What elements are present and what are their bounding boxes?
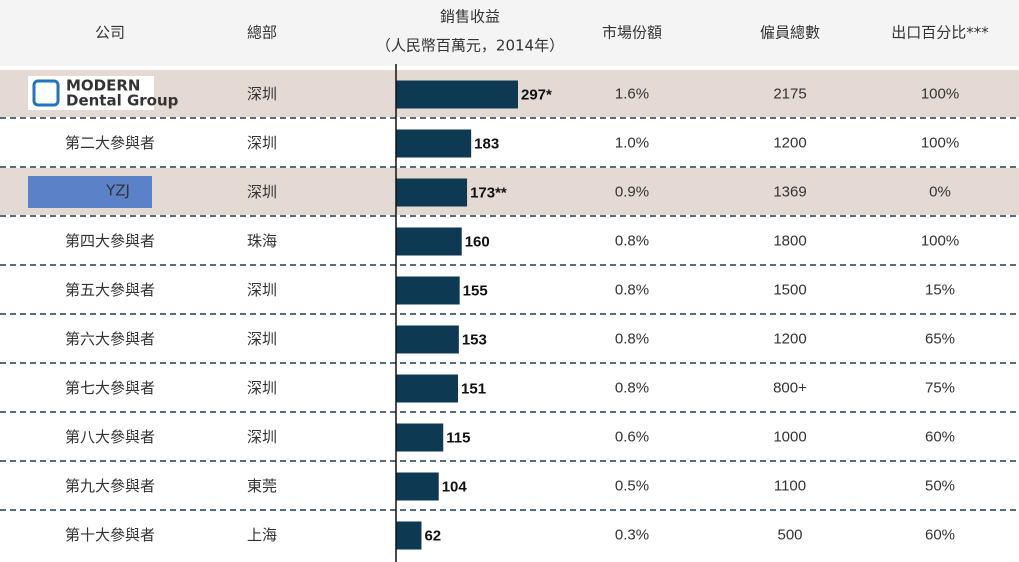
logo-icon: [32, 79, 60, 107]
export: 65%: [925, 330, 955, 347]
hq: 珠海: [247, 232, 277, 250]
hq: 深圳: [247, 183, 277, 201]
bar: [396, 325, 459, 354]
export: 100%: [921, 85, 959, 102]
hq: 深圳: [247, 134, 277, 152]
logo-text: Dental Group: [66, 92, 179, 110]
share: 0.9%: [615, 183, 649, 200]
company: 第八大參與者: [65, 428, 155, 446]
employees: 1800: [773, 232, 806, 249]
share: 0.5%: [615, 477, 649, 494]
share: 0.8%: [615, 281, 649, 298]
employees: 1500: [773, 281, 806, 298]
bar-label: 160: [465, 233, 490, 250]
hq: 深圳: [247, 281, 277, 299]
bar-label: 151: [461, 380, 486, 397]
employees: 800+: [773, 379, 807, 396]
logo-text: YZJ: [105, 182, 130, 200]
company: 第二大參與者: [65, 134, 155, 152]
company: 第四大參與者: [65, 232, 155, 250]
company: 第七大參與者: [65, 379, 155, 397]
export: 60%: [925, 526, 955, 543]
header-bg: [0, 0, 1019, 66]
share: 1.0%: [615, 134, 649, 151]
export: 75%: [925, 379, 955, 396]
export: 100%: [921, 134, 959, 151]
export: 0%: [929, 183, 951, 200]
hq: 上海: [247, 526, 277, 544]
share: 0.8%: [615, 379, 649, 396]
bar-label: 115: [446, 429, 470, 446]
bar: [396, 521, 422, 550]
company: 第六大參與者: [65, 330, 155, 348]
share: 1.6%: [615, 85, 649, 102]
export: 50%: [925, 477, 955, 494]
header-subtitle: （人民幣百萬元，2014年）: [376, 37, 564, 55]
bar: [396, 374, 459, 403]
bar: [396, 227, 462, 256]
bar-label: 183: [474, 135, 499, 152]
header: 公司: [95, 24, 125, 42]
header-title: 銷售收益: [440, 8, 500, 26]
share: 0.8%: [615, 232, 649, 249]
company: 第九大參與者: [65, 477, 155, 495]
employees: 1200: [773, 134, 806, 151]
employees: 1100: [774, 477, 806, 494]
logo-bg: [28, 176, 152, 208]
hq: 東莞: [247, 477, 277, 495]
employees: 500: [777, 526, 802, 543]
bar-label: 173**: [470, 184, 507, 201]
hq: 深圳: [247, 85, 277, 103]
row-highlight: [0, 168, 1019, 215]
header: 僱員總數: [760, 24, 820, 42]
header: 總部: [247, 24, 277, 42]
bar: [396, 276, 460, 305]
export: 15%: [925, 281, 955, 298]
header: 出口百分比***: [891, 24, 989, 42]
employees: 2175: [773, 85, 806, 102]
hq: 深圳: [247, 428, 277, 446]
export: 60%: [925, 428, 955, 445]
bar-label: 153: [462, 331, 487, 348]
bar: [396, 80, 518, 109]
company: 第五大參與者: [65, 281, 155, 299]
bar-label: 62: [424, 527, 441, 544]
company: 第十大參與者: [65, 526, 155, 544]
share: 0.3%: [615, 526, 649, 543]
employees: 1200: [773, 330, 806, 347]
bar-label: 104: [442, 478, 468, 495]
share: 0.8%: [615, 330, 649, 347]
bar: [396, 423, 444, 452]
bar: [396, 129, 472, 158]
export: 100%: [921, 232, 959, 249]
bar-label: 297*: [521, 86, 552, 103]
bar: [396, 178, 468, 207]
share: 0.6%: [615, 428, 649, 445]
hq: 深圳: [247, 379, 277, 397]
employees: 1369: [773, 183, 806, 200]
bar-label: 155: [463, 282, 488, 299]
hq: 深圳: [247, 330, 277, 348]
logo-text: MODERN: [66, 77, 140, 95]
employees: 1000: [773, 428, 806, 445]
bar: [396, 472, 439, 501]
header: 市場份額: [602, 24, 662, 42]
